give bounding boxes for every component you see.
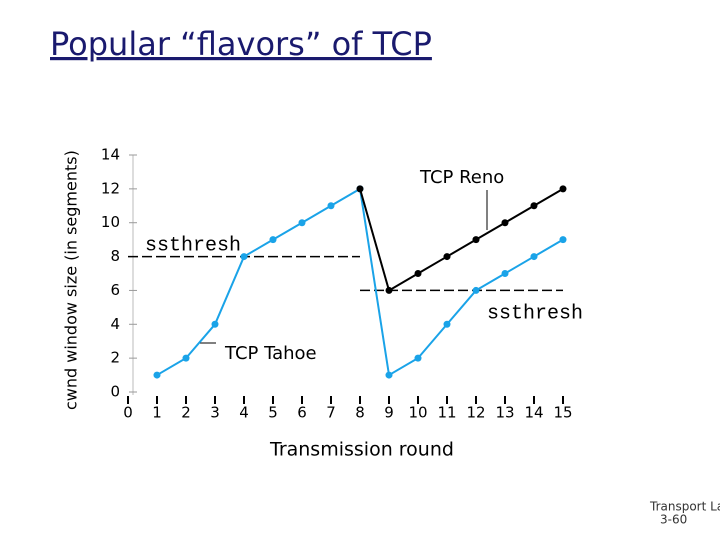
y-tick-label: 14 (101, 146, 120, 164)
x-tick-label: 5 (268, 404, 278, 422)
data-point (153, 371, 161, 379)
x-tick-label: 7 (326, 404, 336, 422)
slide-title: Popular “flavors” of TCP (50, 25, 432, 63)
x-tick-label: 8 (355, 404, 365, 422)
data-point (443, 320, 451, 328)
data-point (414, 270, 422, 277)
x-tick-label: 10 (408, 404, 427, 422)
footer-section: Transport Layer (649, 500, 720, 514)
data-point (559, 185, 567, 193)
data-point (298, 219, 306, 227)
x-tick-label: 13 (495, 404, 514, 422)
x-axis-label: Transmission round (269, 439, 454, 461)
data-point (182, 354, 190, 362)
x-tick-label: 2 (181, 404, 191, 422)
data-point (385, 371, 393, 379)
data-point (501, 219, 509, 227)
threshold-label: ssthresh (145, 234, 241, 257)
x-tick-label: 9 (384, 404, 394, 422)
y-tick-label: 4 (110, 315, 120, 333)
x-tick-label: 6 (297, 404, 307, 422)
data-point (269, 236, 277, 244)
x-tick-label: 14 (524, 404, 543, 422)
y-tick-label: 0 (110, 383, 120, 401)
y-tick-label: 8 (110, 247, 120, 265)
threshold-label: ssthresh (487, 302, 583, 325)
x-tick-label: 0 (123, 404, 133, 422)
data-point (240, 253, 248, 261)
y-tick-label: 2 (110, 349, 120, 367)
data-point (559, 236, 567, 244)
data-point (211, 320, 219, 328)
y-tick-label: 12 (101, 179, 120, 197)
series-line (359, 187, 564, 292)
x-tick-label: 11 (437, 404, 456, 422)
data-point (414, 354, 422, 362)
y-tick-label: 6 (110, 281, 120, 299)
x-tick-label: 4 (239, 404, 249, 422)
data-point (327, 202, 335, 210)
y-axis-label: cwnd window size (in segments) (62, 150, 81, 410)
footer-page: 3-60 (660, 513, 687, 527)
series-label: TCP Tahoe (224, 343, 317, 364)
data-point (356, 185, 364, 193)
y-tick-label: 10 (101, 213, 120, 231)
data-point (530, 253, 538, 261)
data-point (443, 253, 451, 261)
data-point (530, 202, 538, 210)
series-line (156, 187, 564, 377)
x-tick-label: 1 (152, 404, 162, 422)
data-point (385, 286, 393, 294)
data-point (472, 236, 480, 244)
data-point (472, 286, 480, 294)
series-label: TCP Reno (419, 167, 504, 188)
x-tick-label: 12 (466, 404, 485, 422)
x-tick-label: 15 (553, 404, 572, 422)
data-point (501, 270, 509, 277)
x-tick-label: 3 (210, 404, 220, 422)
